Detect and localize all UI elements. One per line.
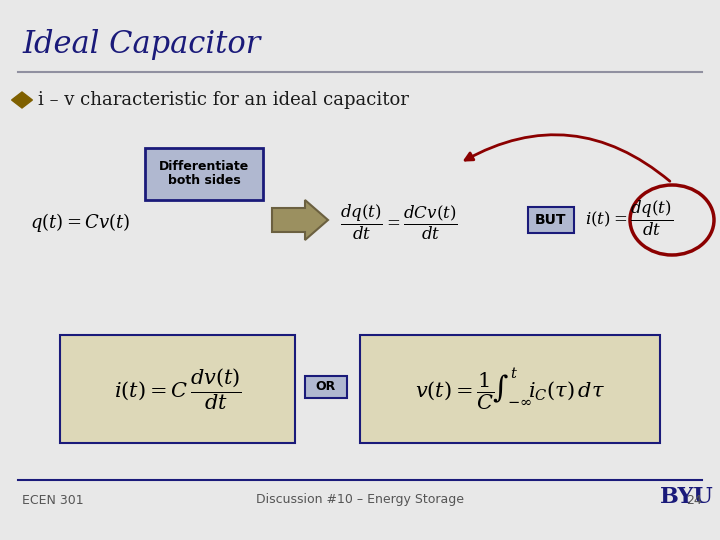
FancyBboxPatch shape bbox=[528, 207, 574, 233]
Polygon shape bbox=[12, 92, 32, 108]
Text: $v(t) = \dfrac{1}{C}\!\int_{-\infty}^{t}\! i_C(\tau)\,d\tau$: $v(t) = \dfrac{1}{C}\!\int_{-\infty}^{t}… bbox=[415, 366, 605, 412]
Text: BUT: BUT bbox=[535, 213, 567, 227]
Text: $\dfrac{dq(t)}{dt} = \dfrac{dCv(t)}{dt}$: $\dfrac{dq(t)}{dt} = \dfrac{dCv(t)}{dt}$ bbox=[340, 202, 458, 241]
Text: i – v characteristic for an ideal capacitor: i – v characteristic for an ideal capaci… bbox=[38, 91, 409, 109]
Polygon shape bbox=[272, 200, 328, 240]
FancyBboxPatch shape bbox=[145, 148, 263, 200]
FancyArrowPatch shape bbox=[465, 135, 670, 181]
FancyBboxPatch shape bbox=[305, 376, 347, 398]
Text: both sides: both sides bbox=[168, 174, 240, 187]
Text: Discussion #10 – Energy Storage: Discussion #10 – Energy Storage bbox=[256, 494, 464, 507]
Text: OR: OR bbox=[316, 381, 336, 394]
Text: Ideal Capacitor: Ideal Capacitor bbox=[22, 30, 261, 60]
Text: $q(t) = Cv(t)$: $q(t) = Cv(t)$ bbox=[30, 211, 130, 233]
Text: $i(t) = \dfrac{dq(t)}{dt}$: $i(t) = \dfrac{dq(t)}{dt}$ bbox=[585, 198, 673, 238]
Text: ECEN 301: ECEN 301 bbox=[22, 494, 84, 507]
Text: Differentiate: Differentiate bbox=[159, 160, 249, 173]
FancyBboxPatch shape bbox=[360, 335, 660, 443]
Text: 24: 24 bbox=[686, 494, 702, 507]
FancyBboxPatch shape bbox=[60, 335, 295, 443]
Text: $i(t) = C\,\dfrac{dv(t)}{dt}$: $i(t) = C\,\dfrac{dv(t)}{dt}$ bbox=[114, 366, 241, 412]
Text: BYU: BYU bbox=[660, 486, 714, 508]
